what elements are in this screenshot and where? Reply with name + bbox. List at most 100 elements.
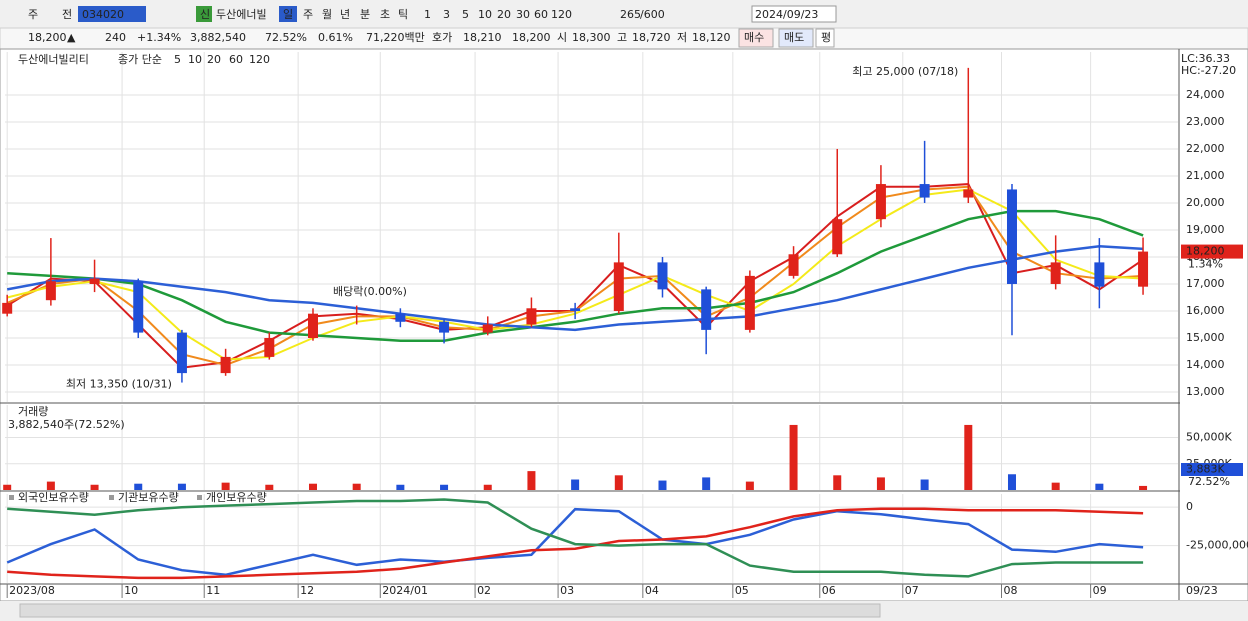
candle-body	[526, 308, 537, 325]
quote-item: 저	[677, 31, 687, 44]
y-tick-label: 50,000K	[1186, 431, 1232, 444]
period-selected[interactable]	[279, 6, 297, 22]
toolbar-item[interactable]: 265	[620, 8, 641, 21]
date-input[interactable]	[751, 5, 837, 23]
candle-body	[264, 337, 275, 357]
volume-bar	[1095, 483, 1104, 490]
candle-body	[919, 184, 930, 198]
volume-bar	[571, 479, 580, 490]
toolbar-item[interactable]: 2024/09/23	[755, 8, 818, 21]
toolbar-item[interactable]: 30	[516, 8, 530, 21]
volume-bar	[352, 483, 361, 490]
x-tick-label: 06	[822, 584, 836, 597]
x-tick-label: 12	[300, 584, 314, 597]
quote-item[interactable]: 평	[821, 31, 831, 44]
moving-average-line	[6, 244, 1144, 332]
holding-line	[6, 507, 1144, 577]
toolbar-item[interactable]: 60	[534, 8, 548, 21]
quote-item[interactable]: 매도	[784, 31, 804, 44]
quote-item: 71,220백만	[366, 31, 425, 44]
volume-bar	[614, 475, 623, 490]
holding-line	[7, 507, 1144, 580]
candle-body	[875, 184, 886, 220]
quote-item: 72.52%	[265, 31, 307, 44]
candle-body	[657, 262, 668, 290]
volume-bar	[440, 484, 449, 490]
panel-subtitle: 3,882,540주(72.52%)	[8, 418, 125, 431]
toolbar-item[interactable]: 일	[283, 7, 293, 21]
last-change-label: 1.34%	[1188, 258, 1223, 271]
candle-body	[1050, 262, 1061, 284]
toolbar-item[interactable]: 20	[497, 8, 511, 21]
quote-button[interactable]	[738, 28, 774, 48]
badge	[196, 6, 212, 22]
x-tick-label: 2024/01	[382, 584, 428, 597]
toolbar-item[interactable]: 분	[360, 8, 370, 21]
toolbar-item[interactable]: 월	[322, 8, 332, 21]
chart-title: 두산에너빌리티	[18, 53, 89, 66]
quote-item: 시	[557, 31, 567, 44]
legend-entry: 기관보유수량	[118, 491, 179, 504]
y-tick-label: -25,000,000	[1186, 539, 1248, 552]
legend-entry: 외국인보유수량	[18, 491, 89, 504]
volume-bar	[920, 479, 929, 490]
toolbar-item[interactable]: 년	[340, 8, 350, 21]
y-tick-label: 16,000	[1186, 304, 1225, 317]
candle-body	[439, 321, 450, 333]
candle-body	[307, 313, 318, 338]
last-ratio-label: 72.52%	[1188, 475, 1230, 488]
toolbar-item[interactable]: 5	[462, 8, 469, 21]
quote-item: 18,120	[692, 31, 731, 44]
y-tick-label: 22,000	[1186, 142, 1225, 155]
toolbar-item[interactable]: 두산에너빌	[216, 8, 267, 21]
volume-bar	[833, 475, 842, 490]
quote-item: 18,300	[572, 31, 611, 44]
candle-body	[1006, 189, 1017, 284]
toolbar-item[interactable]: 초	[380, 8, 390, 21]
volume-bar	[1139, 485, 1148, 490]
volume-bar	[90, 484, 99, 490]
hc-label: HC:-27.20	[1181, 64, 1236, 77]
toolbar-item[interactable]: 1	[424, 8, 431, 21]
y-tick-label: 0	[1186, 500, 1193, 513]
toolbar-item[interactable]: 034020	[82, 8, 124, 21]
candle-body	[482, 324, 493, 333]
candle-body	[220, 356, 231, 374]
y-tick-label: 20,000	[1186, 196, 1225, 209]
legend-swatch	[109, 495, 114, 500]
x-tick-label: 11	[206, 584, 220, 597]
legend-entry: 10	[188, 53, 202, 66]
x-tick-label: 02	[477, 584, 491, 597]
toolbar-item[interactable]: 10	[478, 8, 492, 21]
toolbar-item[interactable]: 주	[28, 8, 38, 21]
quote-item: +1.34%	[137, 31, 181, 44]
toolbar-item[interactable]: 3	[443, 8, 450, 21]
quote-item[interactable]: 매수	[744, 31, 764, 44]
quote-item: 18,200	[28, 31, 67, 44]
quote-item: 18,200	[512, 31, 551, 44]
y-tick-label: 19,000	[1186, 223, 1225, 236]
x-tick-label: 05	[735, 584, 749, 597]
toolbar-item[interactable]: 틱	[398, 8, 408, 21]
candle-body	[744, 275, 755, 330]
toolbar-item[interactable]: 120	[551, 8, 572, 21]
code-input[interactable]	[78, 6, 146, 22]
toolbar-item[interactable]: /600	[640, 8, 665, 21]
quote-button[interactable]	[815, 28, 835, 48]
quote-button[interactable]	[778, 28, 814, 48]
toolbar-item[interactable]: 신	[200, 8, 210, 21]
candle-body	[963, 189, 974, 198]
moving-average-line	[7, 209, 1144, 342]
last-price-box	[1181, 244, 1243, 259]
toolbar-item[interactable]: 주	[303, 8, 313, 21]
last-volume-box	[1181, 463, 1243, 476]
scroll-thumb[interactable]	[19, 603, 881, 618]
legend-swatch	[197, 495, 202, 500]
legend-swatch	[9, 495, 14, 500]
y-tick-label: 13,000	[1186, 385, 1225, 398]
volume-bar	[1007, 474, 1016, 490]
quote-item: 0.61%	[318, 31, 353, 44]
x-tick-label: 2023/08	[9, 584, 55, 597]
volume-bar	[265, 484, 274, 490]
toolbar-item[interactable]: 전	[62, 8, 72, 21]
